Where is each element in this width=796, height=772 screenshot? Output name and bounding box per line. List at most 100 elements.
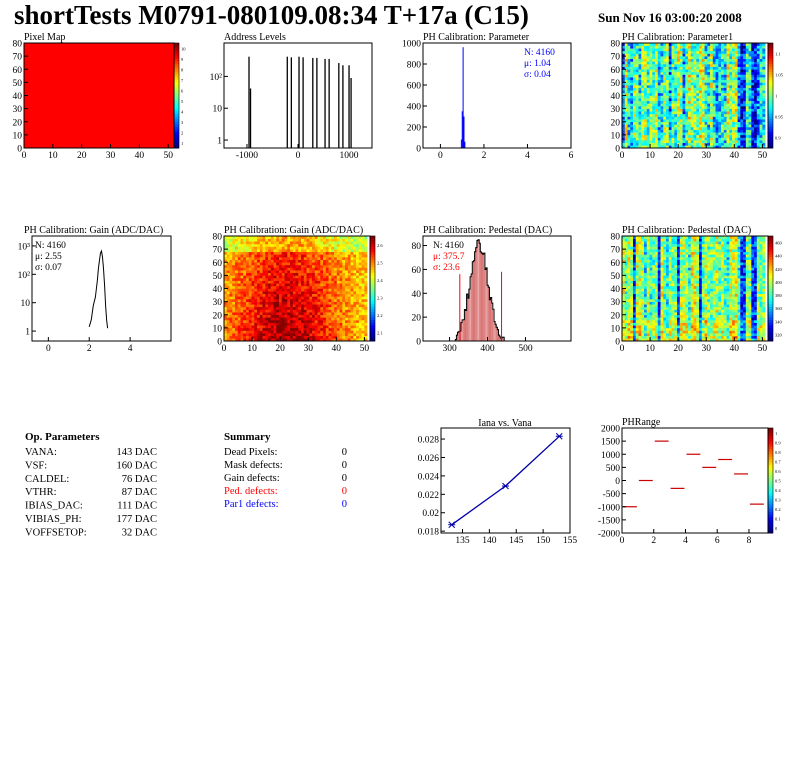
- ph-parameter1-cell: [682, 140, 686, 144]
- ph-parameter1-cell: [756, 137, 760, 141]
- ph-parameter1-cell: [649, 58, 653, 62]
- pedestal-map-cell: [663, 327, 667, 331]
- ph-parameter1-cell: [762, 127, 766, 130]
- pedestal-map-cell: [660, 314, 664, 318]
- gain-map-cell: [303, 238, 307, 242]
- gain-map-cell: [237, 320, 241, 323]
- gain-map-cell: [331, 322, 335, 326]
- ph-parameter1-cell: [646, 66, 650, 70]
- gain-map-cell: [229, 330, 233, 334]
- gain-map-cell: [251, 288, 255, 292]
- gain-map-cell: [229, 246, 233, 250]
- ph-parameter1-cell: [726, 121, 730, 125]
- ph-parameter1-cell: [699, 121, 703, 125]
- ph-parameter1-cell: [762, 100, 766, 104]
- gain-map-cell: [331, 257, 335, 260]
- gain-map-cell: [339, 301, 343, 305]
- gain-map-cell: [262, 309, 266, 313]
- gain-map-cell: [303, 304, 307, 308]
- gain-map-cell: [312, 330, 316, 334]
- gain-map-cell: [270, 299, 274, 302]
- gain-map-cell: [325, 264, 329, 268]
- pedestal-map-cell: [633, 278, 637, 281]
- ph-parameter1-cell: [734, 77, 738, 81]
- pedestal-map-cell: [646, 304, 650, 308]
- gain-map-cell: [298, 246, 302, 250]
- ph-parameter1-cell: [688, 134, 692, 138]
- ph-parameter1-cell: [679, 77, 683, 81]
- gain-map-cell: [345, 275, 349, 279]
- pedestal-map-cell: [635, 306, 639, 310]
- gain-map-cell: [226, 267, 230, 271]
- gain-map-cell: [257, 333, 261, 337]
- pedestal-map-cell: [646, 283, 650, 287]
- gain-map-cell: [334, 278, 338, 281]
- gain-map-cell: [350, 285, 354, 289]
- gain-map-cell: [232, 243, 236, 247]
- ph-parameter1-cell: [638, 95, 642, 99]
- ph-parameter1-cell: [737, 74, 741, 78]
- ph-parameter1-cell: [682, 58, 686, 62]
- ph-parameter1-cell: [655, 145, 659, 149]
- gain-map-cell: [323, 270, 327, 274]
- pedestal-map-cell: [646, 238, 650, 242]
- ph-parameter1-cell: [671, 134, 675, 138]
- gain-map-cell: [240, 333, 244, 337]
- pedestal-map-cell: [668, 322, 672, 326]
- gain-map-cell: [262, 299, 266, 302]
- gain-map-cell: [232, 236, 236, 239]
- gain-map-cell: [331, 238, 335, 242]
- gain-map-cell: [248, 312, 252, 316]
- ph-parameter1-cell: [721, 142, 725, 146]
- ph-parameter1-cell: [622, 137, 626, 141]
- gain-map-cell: [287, 296, 291, 300]
- gain-map-cell: [320, 296, 324, 300]
- gain-map-cell: [309, 301, 313, 305]
- ph-parameter1-cell: [624, 85, 628, 88]
- ph-parameter1-cell: [677, 132, 681, 136]
- ph-parameter1-cell: [690, 95, 694, 99]
- pedestal-map-cell: [622, 241, 626, 245]
- pedestal-map-cell: [666, 291, 670, 295]
- gain-map-cell: [276, 264, 280, 268]
- gain-map-cell: [350, 293, 354, 297]
- ph-parameter1-cell: [622, 71, 626, 75]
- ph-parameter1-cell: [718, 98, 722, 102]
- gain-map-cell: [224, 291, 228, 295]
- gain-map-cell: [314, 306, 318, 310]
- gain-map-cell: [356, 288, 360, 292]
- gain-map-cell: [259, 259, 263, 263]
- ph-parameter1-cell: [721, 129, 725, 133]
- gain-map-cell: [328, 301, 332, 305]
- ph-parameter1-cell: [745, 121, 749, 125]
- ph-parameter1-cell: [712, 85, 716, 88]
- gain-map-cell: [257, 236, 261, 239]
- ph-parameter1-cell: [655, 66, 659, 70]
- gain-map-zaxis-cell: [370, 262, 375, 266]
- ph-parameter1-cell: [748, 87, 752, 91]
- gain-map-cell: [353, 283, 357, 287]
- gain-map-cell: [364, 254, 368, 258]
- gain-map-cell: [229, 335, 233, 339]
- gain-map-cell: [279, 280, 283, 284]
- pedestal-map-cell: [624, 309, 628, 313]
- gain-map-cell: [303, 272, 307, 276]
- pedestal-map-cell: [666, 254, 670, 258]
- ph-parameter1-cell: [627, 108, 631, 112]
- gain-map-cell: [259, 312, 263, 316]
- ph-parameter1-cell: [762, 79, 766, 83]
- ph-parameter1-cell: [657, 124, 661, 128]
- ph-parameter1-cell: [635, 66, 639, 70]
- gain-map-cell: [345, 320, 349, 323]
- gain-map-cell: [262, 272, 266, 276]
- pixel-map-zaxis-cell: [174, 132, 179, 136]
- ph-parameter1-zaxis-cell: [768, 116, 773, 120]
- ph-parameter1-cell: [690, 108, 694, 112]
- gain-map-cell: [284, 288, 288, 292]
- gain-map-cell: [334, 333, 338, 337]
- ph-parameter1-cell: [638, 132, 642, 136]
- gain-map-cell: [268, 327, 272, 331]
- gain-map-cell: [248, 291, 252, 295]
- gain-map-cell: [350, 238, 354, 242]
